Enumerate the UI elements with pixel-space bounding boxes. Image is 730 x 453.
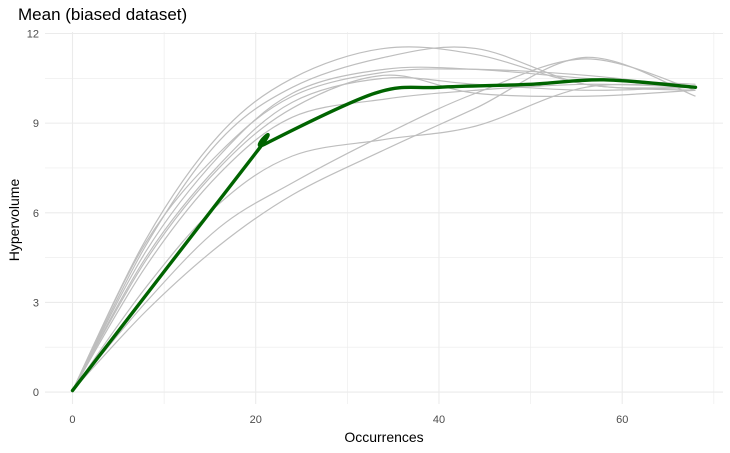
x-tick-labels: 0 20 40 60: [69, 414, 628, 426]
run-series-line-3: [71, 66, 696, 391]
run-series-line-5: [71, 74, 696, 391]
run-series-group: [71, 46, 696, 391]
y-tick-label: 0: [33, 387, 39, 399]
run-series-line-4: [71, 76, 696, 391]
y-tick-label: 9: [33, 118, 39, 130]
run-series-line-6: [71, 83, 696, 391]
x-tick-label: 0: [69, 414, 75, 426]
x-tick-label: 40: [433, 414, 445, 426]
x-tick-label: 20: [250, 414, 262, 426]
chart-title: Mean (biased dataset): [18, 5, 188, 24]
mean-series-group: [70, 78, 698, 393]
x-axis-title: Occurrences: [344, 429, 423, 445]
run-series-line-9: [72, 56, 696, 391]
y-axis-title: Hypervolume: [6, 179, 22, 262]
run-series-line-7: [72, 83, 696, 391]
run-series-line-10: [71, 46, 696, 391]
run-series-line-8: [72, 58, 696, 391]
mean-series-line: [70, 78, 698, 393]
y-tick-label: 6: [33, 208, 39, 220]
y-tick-label: 3: [33, 297, 39, 309]
run-series-line-2: [71, 68, 696, 391]
minor-gridlines: [45, 32, 723, 404]
y-tick-label: 12: [27, 28, 39, 40]
y-tick-labels: 0 3 6 9 12: [27, 28, 39, 399]
run-series-line-1: [71, 46, 696, 391]
x-tick-label: 60: [616, 414, 628, 426]
